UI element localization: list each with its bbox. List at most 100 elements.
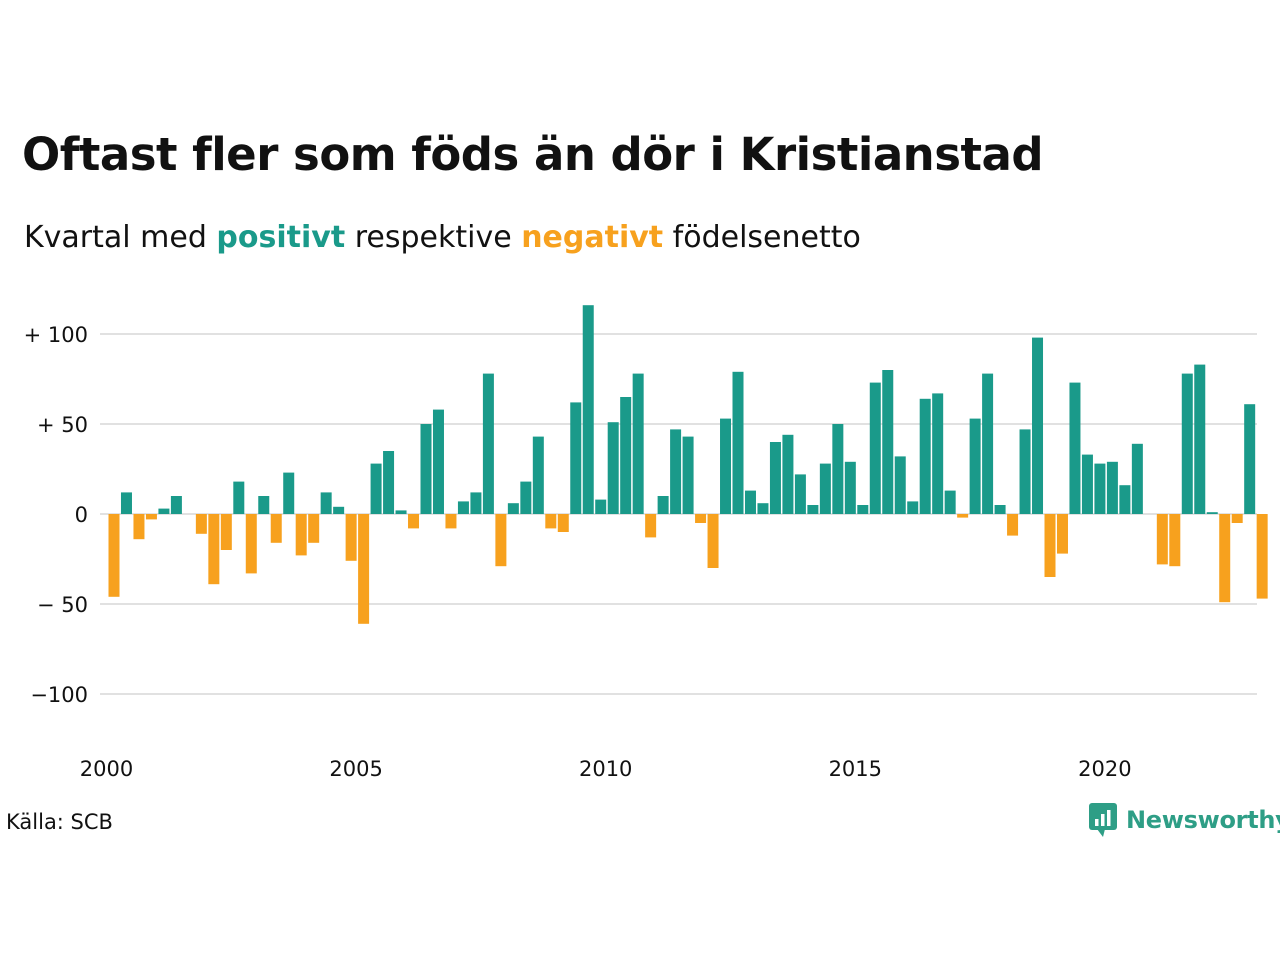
bar-positive [233, 481, 245, 514]
subtitle-middle: respektive [345, 220, 522, 255]
newsworthy-logo-icon [1089, 803, 1117, 837]
subtitle-prefix: Kvartal med [24, 220, 217, 255]
bar-positive [1094, 463, 1106, 514]
bar-positive [482, 373, 494, 514]
bar-positive [744, 490, 756, 514]
bar-negative [133, 514, 145, 540]
bar-positive [420, 424, 432, 514]
bar-positive [1119, 485, 1131, 514]
bar-positive [907, 501, 919, 514]
newsworthy-logo[interactable]: Newsworthy [1088, 802, 1280, 838]
bar-positive [832, 424, 844, 514]
bar-positive [507, 503, 519, 514]
bar-negative [1231, 514, 1243, 523]
bar-positive [794, 474, 806, 514]
x-tick-label: 2015 [829, 757, 882, 781]
y-tick-label: −100 [30, 683, 88, 707]
bar-positive [1032, 337, 1044, 514]
bar-negative [557, 514, 569, 532]
bar-positive [283, 472, 295, 514]
bar-positive [944, 490, 956, 514]
bar-negative [545, 514, 557, 529]
bar-negative [645, 514, 657, 538]
bar-positive [370, 463, 382, 514]
bar-negative [1007, 514, 1019, 536]
bar-positive [158, 508, 170, 514]
bar-negative [707, 514, 719, 568]
bar-negative [358, 514, 370, 624]
bar-positive [819, 463, 831, 514]
bar-negative [195, 514, 207, 534]
bar-positive [595, 499, 607, 514]
bar-negative [220, 514, 232, 550]
bar-chart: + 100 + 50 0 − 50 −100 2000 2005 2010 2015 2020 [24, 305, 1268, 781]
x-tick-label: 2010 [579, 757, 632, 781]
bar-positive [120, 492, 132, 514]
brand-name: Newsworthy [1126, 806, 1280, 834]
bar-positive [457, 501, 469, 514]
bar-positive [769, 442, 781, 514]
bar-negative [245, 514, 257, 574]
bar-positive [857, 505, 869, 514]
x-tick-label: 2000 [80, 757, 133, 781]
bar-positive [1069, 382, 1081, 514]
y-tick-label: − 50 [37, 593, 88, 617]
bar-positive [882, 370, 894, 514]
bar-positive [383, 451, 395, 514]
bar-positive [395, 510, 407, 514]
bar-negative [445, 514, 457, 529]
bar-positive [732, 371, 744, 514]
subtitle-suffix: födelsenetto [663, 220, 861, 255]
bar-positive [258, 496, 270, 514]
y-axis-labels: + 100 + 50 0 − 50 −100 [24, 323, 88, 707]
bar-positive [670, 429, 682, 514]
bar-negative [208, 514, 220, 585]
bar-positive [333, 506, 345, 514]
bar-positive [782, 434, 794, 514]
bar-positive [1206, 512, 1218, 514]
bar-negative [1219, 514, 1231, 603]
bar-positive [844, 461, 856, 514]
bar-negative [345, 514, 357, 561]
bar-negative [408, 514, 420, 529]
bar-positive [607, 422, 619, 514]
bar-positive [532, 436, 544, 514]
y-tick-label: 0 [75, 503, 88, 527]
bar-positive [969, 418, 981, 514]
y-tick-label: + 100 [24, 323, 88, 347]
bar-positive [994, 505, 1006, 514]
bar-positive [682, 436, 694, 514]
bar-positive [1244, 404, 1256, 514]
chart-title: Oftast fler som föds än dör i Kristianst… [22, 128, 1044, 181]
bar-positive [582, 305, 594, 514]
bar-positive [1019, 429, 1031, 514]
bar-positive [1081, 454, 1093, 514]
subtitle-negative-word: negativt [521, 220, 664, 255]
y-tick-label: + 50 [37, 413, 88, 437]
bar-positive [1181, 373, 1193, 514]
bar-negative [308, 514, 320, 543]
bar-positive [919, 398, 931, 514]
bar-negative [1056, 514, 1068, 554]
bar-positive [720, 418, 732, 514]
bar-negative [1256, 514, 1268, 599]
bar-positive [470, 492, 482, 514]
bar-negative [295, 514, 307, 556]
bar-positive [869, 382, 881, 514]
bar-negative [1044, 514, 1056, 577]
subtitle-positive-word: positivt [216, 220, 346, 255]
source-label: Källa: SCB [6, 810, 113, 834]
chart-subtitle: Kvartal med positivt respektive negativt… [24, 218, 861, 257]
bar-positive [620, 397, 632, 514]
bar-positive [894, 456, 906, 514]
x-tick-label: 2020 [1078, 757, 1131, 781]
bar-positive [320, 492, 332, 514]
bar-positive [520, 481, 532, 514]
bar-negative [145, 514, 157, 520]
bars [108, 305, 1268, 624]
bar-positive [807, 505, 819, 514]
bar-positive [1106, 461, 1118, 514]
bar-positive [170, 496, 182, 514]
bar-positive [932, 393, 944, 514]
bar-negative [1169, 514, 1181, 567]
